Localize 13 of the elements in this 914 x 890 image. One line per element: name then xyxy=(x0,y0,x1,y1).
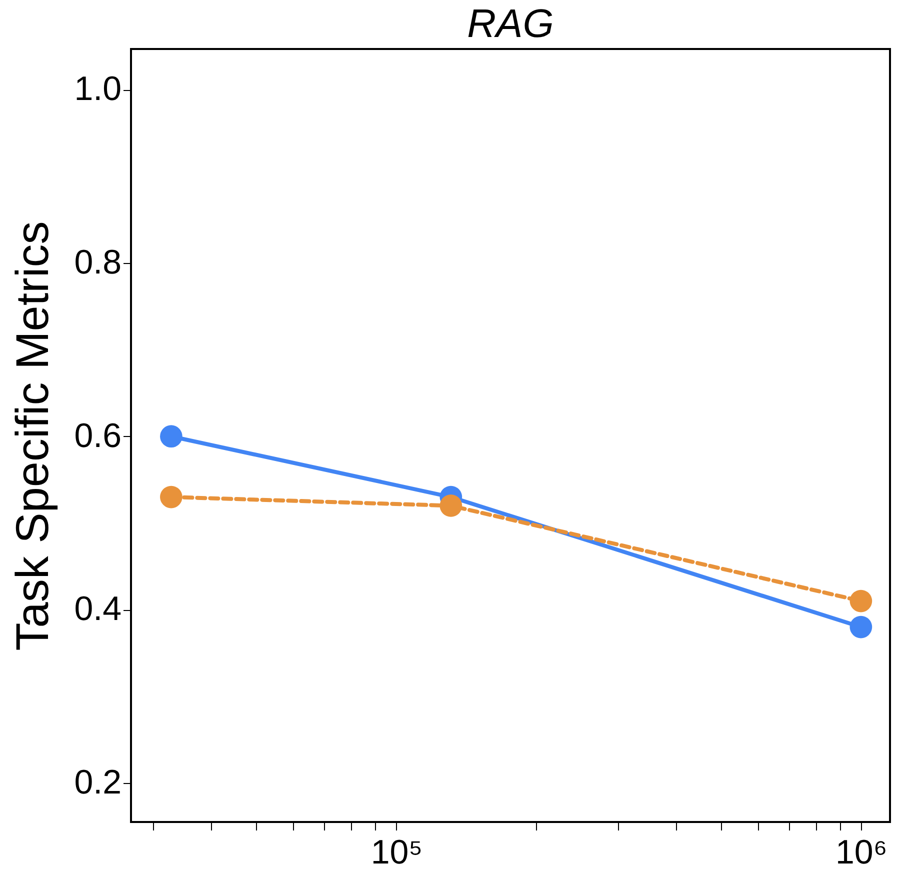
x-tick-label: 10⁶ xyxy=(836,834,888,872)
chart-title: RAG xyxy=(467,2,554,46)
y-tick-label: 1.0 xyxy=(74,70,122,108)
y-tick-label: 0.8 xyxy=(74,244,122,282)
point xyxy=(850,590,872,612)
x-tick-label: 10⁵ xyxy=(370,834,423,872)
y-tick-label: 0.2 xyxy=(74,764,122,802)
point xyxy=(160,486,182,508)
y-tick-label: 0.4 xyxy=(74,590,122,628)
y-axis-title: Task Specific Metrics xyxy=(6,221,58,651)
y-tick-label: 0.6 xyxy=(74,416,122,455)
point xyxy=(160,425,182,448)
point xyxy=(850,616,872,638)
